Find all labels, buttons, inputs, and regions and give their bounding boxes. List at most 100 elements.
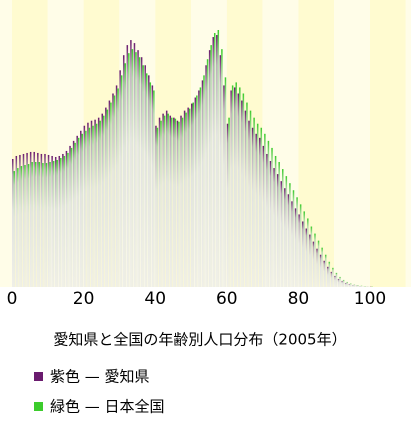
bar (311, 227, 313, 287)
bar (235, 82, 237, 287)
bar (76, 136, 78, 287)
bar (212, 37, 214, 287)
bar (338, 279, 340, 287)
bar (123, 55, 125, 287)
bar (55, 157, 57, 287)
bar (339, 277, 341, 287)
bar (349, 284, 351, 287)
bar (173, 118, 175, 287)
bar (152, 85, 154, 287)
bar (277, 174, 279, 287)
bar (300, 204, 302, 287)
bar (64, 156, 66, 287)
bar (202, 80, 204, 287)
bar (148, 75, 150, 287)
bar (195, 98, 197, 287)
bar (250, 111, 252, 287)
bar (182, 118, 184, 287)
bar (26, 153, 28, 287)
bar (288, 194, 290, 287)
bar (352, 285, 354, 287)
bar (49, 162, 51, 287)
bar (268, 141, 270, 287)
bar (320, 255, 322, 287)
bar (175, 119, 177, 287)
bar (281, 181, 283, 287)
bar (67, 153, 69, 287)
bar (185, 113, 187, 287)
bar (31, 162, 33, 287)
bar (19, 155, 21, 287)
bar (74, 143, 76, 287)
bar (203, 75, 205, 287)
bar (164, 116, 166, 287)
bar (278, 162, 280, 287)
bar (329, 262, 331, 287)
bar (246, 103, 248, 287)
bar (160, 121, 162, 287)
bar (343, 280, 345, 287)
bar (209, 50, 211, 287)
bar (221, 49, 223, 287)
bar (248, 121, 250, 287)
bar (313, 242, 315, 287)
bar (87, 123, 89, 287)
band (406, 0, 411, 287)
bar (318, 241, 320, 287)
bar (162, 114, 164, 287)
bar (116, 85, 118, 287)
bar (346, 282, 348, 287)
bar (307, 218, 309, 287)
bar (130, 40, 132, 287)
bar (296, 197, 298, 287)
bar (41, 154, 43, 287)
bar (17, 168, 19, 287)
bar (261, 128, 263, 287)
bar (56, 160, 58, 287)
bar (266, 154, 268, 287)
bar (98, 118, 100, 287)
bar (78, 138, 80, 287)
bar (132, 49, 134, 287)
bar (243, 93, 245, 287)
bar (105, 108, 107, 287)
bar (196, 96, 198, 287)
bar (166, 111, 168, 287)
bar (44, 154, 46, 287)
bar (230, 90, 232, 287)
bar (62, 154, 64, 287)
bar (135, 52, 137, 287)
bar (153, 90, 155, 287)
bar (73, 141, 75, 287)
bar (303, 211, 305, 287)
bar (200, 87, 202, 287)
bar (245, 111, 247, 287)
bar (107, 110, 109, 287)
bar (218, 30, 220, 287)
bar (354, 284, 356, 287)
legend-label: 紫色 — 愛知県 (50, 368, 150, 386)
bar (66, 151, 68, 287)
bar (238, 93, 240, 287)
bar (59, 156, 61, 287)
bar (177, 121, 179, 287)
bar (239, 87, 241, 287)
bar (263, 146, 265, 287)
bar (306, 229, 308, 287)
bar (150, 82, 152, 287)
bar (350, 283, 352, 287)
x-tick-label: 100 (354, 289, 386, 309)
bar (53, 161, 55, 287)
band (0, 0, 12, 287)
bar (167, 114, 169, 287)
bar (139, 57, 141, 287)
legend-swatch (34, 402, 43, 411)
bar (85, 131, 87, 287)
bar (264, 134, 266, 287)
bar (232, 85, 234, 287)
bar (178, 122, 180, 287)
bar (24, 165, 26, 287)
bar (257, 124, 259, 287)
bar (180, 116, 182, 287)
